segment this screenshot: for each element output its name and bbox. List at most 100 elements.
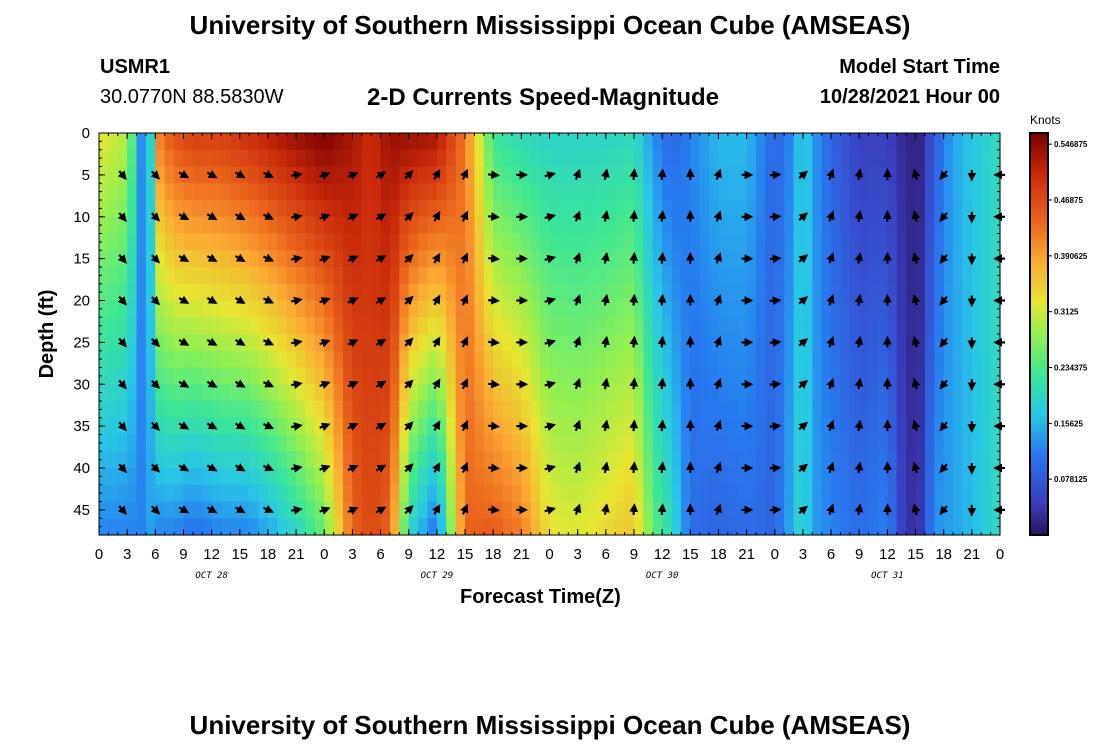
heatmap-cell [389,267,400,285]
x-tick-label: 9 [405,546,413,563]
current-vector-arrow [206,337,218,346]
x-tick-label: 15 [907,546,924,563]
heatmap-cell [427,468,438,486]
current-vector-arrow [150,254,161,264]
current-vector-arrow [911,252,921,264]
current-vector-arrow [234,211,246,221]
heatmap-cell [812,183,823,201]
heatmap-cell [408,166,419,184]
heatmap-cell [690,468,701,486]
colorbar-band [1030,528,1048,533]
heatmap-cell [802,334,813,352]
heatmap-cell [690,334,701,352]
current-vector-arrow [798,254,809,264]
heatmap-cell [718,350,729,369]
heatmap-cell [671,183,682,201]
colorbar-title: Knots [1030,113,1061,127]
heatmap-cell [192,317,203,335]
heatmap-cell [755,518,766,536]
heatmap-cell [690,484,701,503]
current-vector-arrow [769,338,782,347]
heatmap-cell [934,133,945,151]
heatmap-cell [164,216,175,235]
heatmap-cell [267,267,278,285]
heatmap-cell [305,250,316,268]
heatmap-cell [981,317,992,335]
heatmap-cell [352,384,363,402]
heatmap-cell [99,518,109,536]
heatmap-cell [549,468,560,486]
heatmap-cell [971,417,982,436]
heatmap-cell [643,501,654,519]
heatmap-cell [127,233,138,251]
heatmap-cell [446,149,457,168]
heatmap-cell [502,468,513,486]
current-vector-arrow [826,503,835,515]
heatmap-cell [859,216,870,235]
heatmap-cell [136,183,147,201]
heatmap-cell [812,484,823,503]
y-tick-label: 35 [73,418,90,435]
heatmap-cell [633,133,644,151]
colorbar-band [1030,149,1048,154]
heatmap-cell [408,350,419,369]
heatmap-cell [343,267,354,285]
heatmap-cell [549,200,560,218]
heatmap-cell [221,334,231,352]
heatmap-cell [465,367,476,385]
heatmap-cell [718,518,729,536]
heatmap-cell [953,267,964,285]
heatmap-cell [953,317,964,335]
current-vector-arrow [713,168,722,180]
heatmap-cell [230,200,241,218]
heatmap-cell [765,451,776,469]
heatmap-cell [802,183,813,201]
colorbar-band [1030,437,1048,442]
heatmap-cell [896,317,907,335]
heatmap-cell [605,317,616,335]
heatmap-cell [727,267,738,285]
heatmap-cell [605,300,616,318]
heatmap-cell [221,417,231,436]
heatmap-cell [164,417,175,436]
heatmap-cell [418,334,429,352]
heatmap-cell [418,401,429,419]
current-vector-arrow [601,293,610,306]
heatmap-cell [324,451,335,469]
heatmap-cell [737,484,748,503]
heatmap-cell [915,216,926,235]
heatmap-cell [877,518,888,536]
heatmap-cell [418,501,429,519]
heatmap-cell [615,233,626,251]
heatmap-cell [981,267,992,285]
heatmap-cell [558,518,569,536]
heatmap-cell [662,468,673,486]
heatmap-cell [709,300,720,318]
heatmap-cell [343,367,354,385]
heatmap-cell [389,166,400,184]
colorbar-band [1030,461,1048,466]
heatmap-cell [324,518,335,536]
current-vector-arrow [939,170,949,181]
heatmap-cell [981,149,992,168]
heatmap-cell [671,233,682,251]
heatmap-cell [436,350,447,369]
heatmap-cell [155,300,166,318]
heatmap-cell [145,384,156,402]
heatmap-cell [577,166,588,184]
heatmap-cell [314,367,325,385]
heatmap-cell [371,451,382,469]
heatmap-cell [314,401,325,419]
current-vector-arrow [798,338,809,348]
heatmap-cell [849,384,860,402]
heatmap-cell [887,350,898,369]
heatmap-cell [765,216,776,235]
heatmap-cell [587,233,598,251]
heatmap-cell [652,434,663,452]
heatmap-cell [324,183,335,201]
heatmap-cell [399,451,410,469]
heatmap-cell [812,518,823,536]
current-vector-arrow [404,253,414,264]
current-vector-arrow [432,168,441,180]
heatmap-cell [418,133,429,151]
